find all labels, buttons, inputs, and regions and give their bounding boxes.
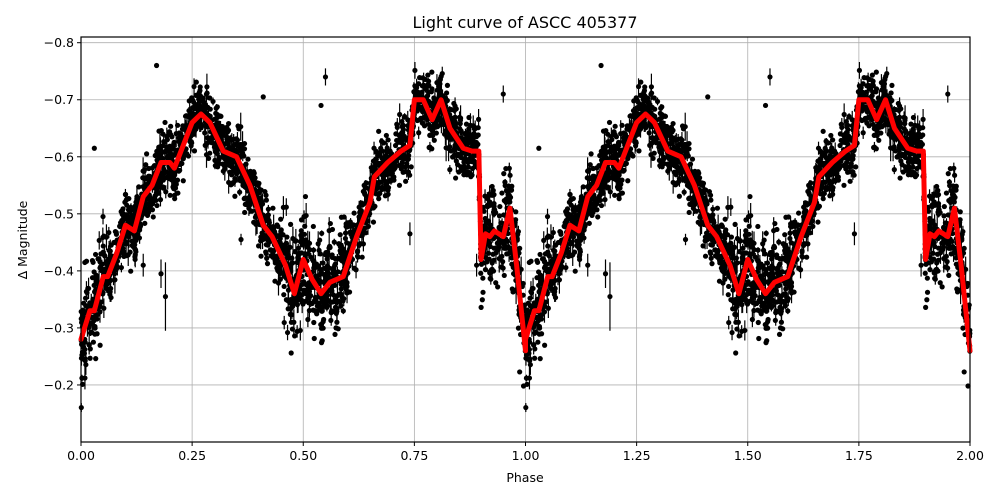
- x-tick-label: 0.25: [178, 448, 206, 463]
- y-tick-label: −0.4: [44, 263, 74, 278]
- y-axis-label: Δ Magnitude: [15, 200, 30, 279]
- y-axis-ticks: −0.8 −0.7 −0.6 −0.5 −0.4 −0.3 −0.2: [44, 35, 81, 392]
- y-tick-label: −0.7: [44, 92, 74, 107]
- x-tick-label: 1.00: [512, 448, 540, 463]
- x-tick-label: 0.50: [289, 448, 317, 463]
- y-tick-label: −0.3: [44, 320, 74, 335]
- x-tick-label: 0.75: [400, 448, 428, 463]
- x-tick-label: 1.75: [845, 448, 873, 463]
- y-tick-label: −0.2: [44, 377, 74, 392]
- y-tick-label: −0.8: [44, 35, 74, 50]
- y-tick-label: −0.6: [44, 149, 74, 164]
- x-axis-ticks: 0.00 0.25 0.50 0.75 1.00 1.25 1.50 1.75 2.00: [67, 442, 984, 463]
- x-tick-label: 1.25: [623, 448, 651, 463]
- x-tick-label: 1.50: [734, 448, 762, 463]
- chart-title: Light curve of ASCC 405377: [412, 13, 637, 32]
- x-tick-label: 2.00: [956, 448, 984, 463]
- x-tick-label: 0.00: [67, 448, 95, 463]
- x-axis-label: Phase: [506, 470, 544, 485]
- y-tick-label: −0.5: [44, 206, 74, 221]
- model-curve: [78, 97, 973, 354]
